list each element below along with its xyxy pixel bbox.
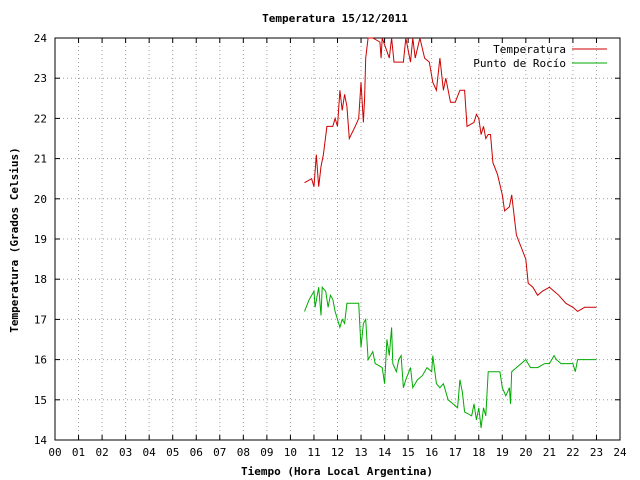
x-tick-label: 16 (425, 446, 438, 459)
x-tick-label: 13 (354, 446, 367, 459)
y-tick-label: 24 (34, 32, 48, 45)
grid (55, 38, 620, 440)
x-axis-ticks: 00 01 02 03 04 05 06 07 08 09 10 11 12 13 14 15 16 17 18 19… (48, 38, 627, 459)
x-tick-label: 06 (190, 446, 203, 459)
x-tick-label: 00 (48, 446, 61, 459)
x-tick-label: 04 (143, 446, 157, 459)
y-tick-label: 22 (34, 112, 47, 125)
x-tick-label: 09 (260, 446, 273, 459)
y-axis-ticks: 14 15 16 17 18 19 20 21 22 23 24 (34, 32, 620, 447)
x-tick-label: 08 (237, 446, 250, 459)
y-tick-label: 23 (34, 72, 47, 85)
x-tick-label: 24 (613, 446, 627, 459)
x-tick-label: 11 (307, 446, 320, 459)
x-tick-label: 15 (402, 446, 415, 459)
y-axis-label: Temperatura (Grados Celsius) (8, 147, 21, 332)
y-tick-label: 16 (34, 354, 47, 367)
x-tick-label: 22 (566, 446, 579, 459)
y-tick-label: 17 (34, 313, 47, 326)
x-tick-label: 03 (119, 446, 132, 459)
chart-title: Temperatura 15/12/2011 (262, 12, 408, 25)
x-tick-label: 21 (543, 446, 556, 459)
x-tick-label: 18 (472, 446, 485, 459)
y-tick-label: 15 (34, 394, 47, 407)
y-tick-label: 18 (34, 273, 47, 286)
x-tick-label: 12 (331, 446, 344, 459)
x-tick-label: 20 (519, 446, 532, 459)
y-tick-label: 19 (34, 233, 47, 246)
x-tick-label: 02 (95, 446, 108, 459)
series-layer (304, 37, 597, 428)
series-line-punto-de-rocio (304, 285, 597, 428)
y-tick-label: 14 (34, 434, 48, 447)
legend-label: Temperatura (493, 43, 566, 56)
x-tick-label: 19 (496, 446, 509, 459)
x-tick-label: 23 (590, 446, 603, 459)
x-axis-label: Tiempo (Hora Local Argentina) (241, 465, 433, 478)
x-tick-label: 14 (378, 446, 392, 459)
x-tick-label: 01 (72, 446, 85, 459)
series-line-temperatura (304, 37, 597, 313)
x-tick-label: 05 (166, 446, 179, 459)
legend-label: Punto de Rocío (473, 57, 566, 70)
y-tick-label: 20 (34, 193, 47, 206)
x-tick-label: 17 (449, 446, 462, 459)
y-tick-label: 21 (34, 153, 47, 166)
x-tick-label: 07 (213, 446, 226, 459)
x-tick-label: 10 (284, 446, 297, 459)
